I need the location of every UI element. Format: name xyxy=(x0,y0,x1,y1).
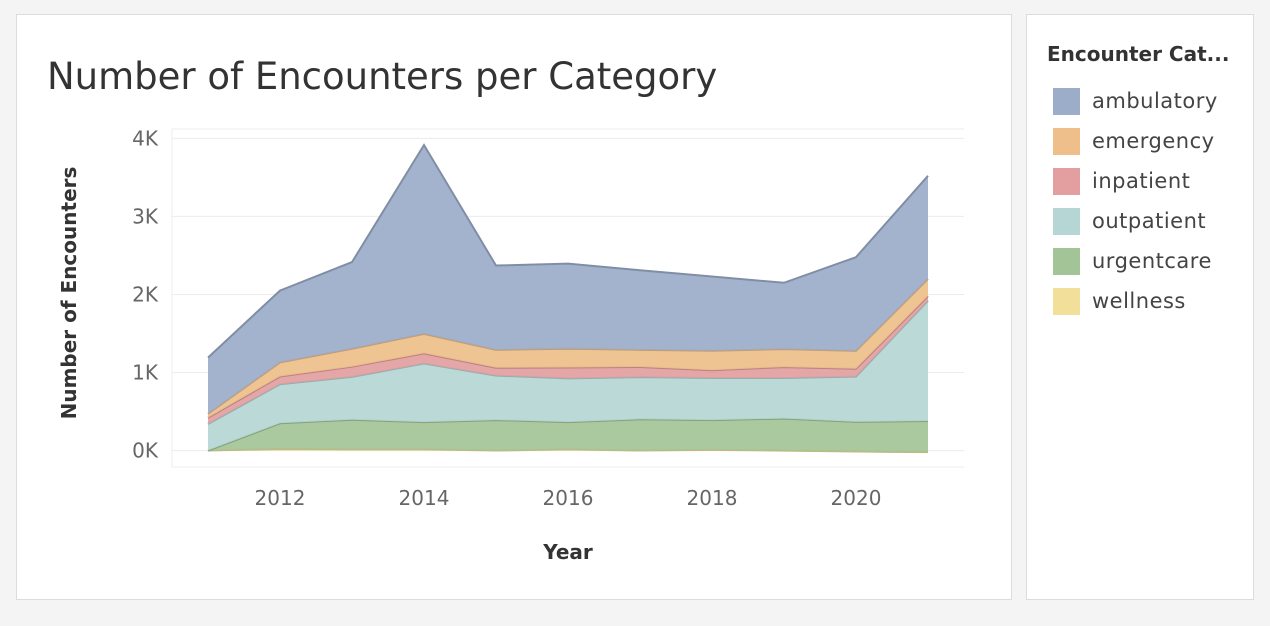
area-outpatient[interactable] xyxy=(208,300,928,451)
legend-item-ambulatory[interactable]: ambulatory xyxy=(1053,81,1218,121)
y-tick-label: 3K xyxy=(132,204,159,228)
area-ambulatory[interactable] xyxy=(208,145,928,414)
legend-item-emergency[interactable]: emergency xyxy=(1053,121,1218,161)
legend-label: outpatient xyxy=(1092,209,1207,233)
area-edge-ambulatory xyxy=(207,143,929,359)
y-tick-label: 4K xyxy=(132,126,159,150)
legend-swatch xyxy=(1053,247,1080,275)
legend-item-inpatient[interactable]: inpatient xyxy=(1053,161,1218,201)
y-tick-label: 2K xyxy=(132,282,159,306)
legend-item-outpatient[interactable]: outpatient xyxy=(1053,201,1218,241)
chart-panel: Number of Encounters per Category 0K 1K 2K… xyxy=(16,14,1012,600)
legend-list: ambulatory emergency inpatient outpatient ur… xyxy=(1053,81,1218,321)
legend-panel: Encounter Cat... ambulatory emergency inpa… xyxy=(1026,14,1254,600)
legend-label: wellness xyxy=(1092,289,1186,313)
stacked-areas[interactable] xyxy=(207,143,929,454)
legend-label: emergency xyxy=(1092,129,1215,153)
x-tick-label: 2014 xyxy=(399,486,450,510)
area-urgentcare[interactable] xyxy=(208,418,928,453)
legend-swatch xyxy=(1053,207,1080,235)
x-tick-label: 2018 xyxy=(687,486,738,510)
x-tick-label: 2012 xyxy=(255,486,306,510)
chart-title: Number of Encounters per Category xyxy=(47,55,718,98)
area-chart[interactable]: 0K 1K 2K 3K 4K 2012 2014 2016 2018 2020 Number of… xyxy=(17,15,1011,599)
y-tick-label: 0K xyxy=(132,439,159,463)
legend-label: inpatient xyxy=(1092,169,1191,193)
legend-label: ambulatory xyxy=(1092,89,1218,113)
legend-swatch xyxy=(1053,287,1080,315)
x-axis-title: Year xyxy=(542,540,593,564)
legend-title: Encounter Cat... xyxy=(1047,42,1230,66)
y-tick-label: 1K xyxy=(132,361,159,385)
x-tick-label: 2020 xyxy=(831,486,882,510)
legend-item-wellness[interactable]: wellness xyxy=(1053,281,1218,321)
y-axis-title: Number of Encounters xyxy=(57,167,81,420)
legend-swatch xyxy=(1053,167,1080,195)
legend-label: urgentcare xyxy=(1092,249,1212,273)
legend-swatch xyxy=(1053,127,1080,155)
x-tick-label: 2016 xyxy=(543,486,594,510)
legend-swatch xyxy=(1053,87,1080,115)
legend-item-urgentcare[interactable]: urgentcare xyxy=(1053,241,1218,281)
axes: 0K 1K 2K 3K 4K 2012 2014 2016 2018 2020 xyxy=(132,126,881,510)
